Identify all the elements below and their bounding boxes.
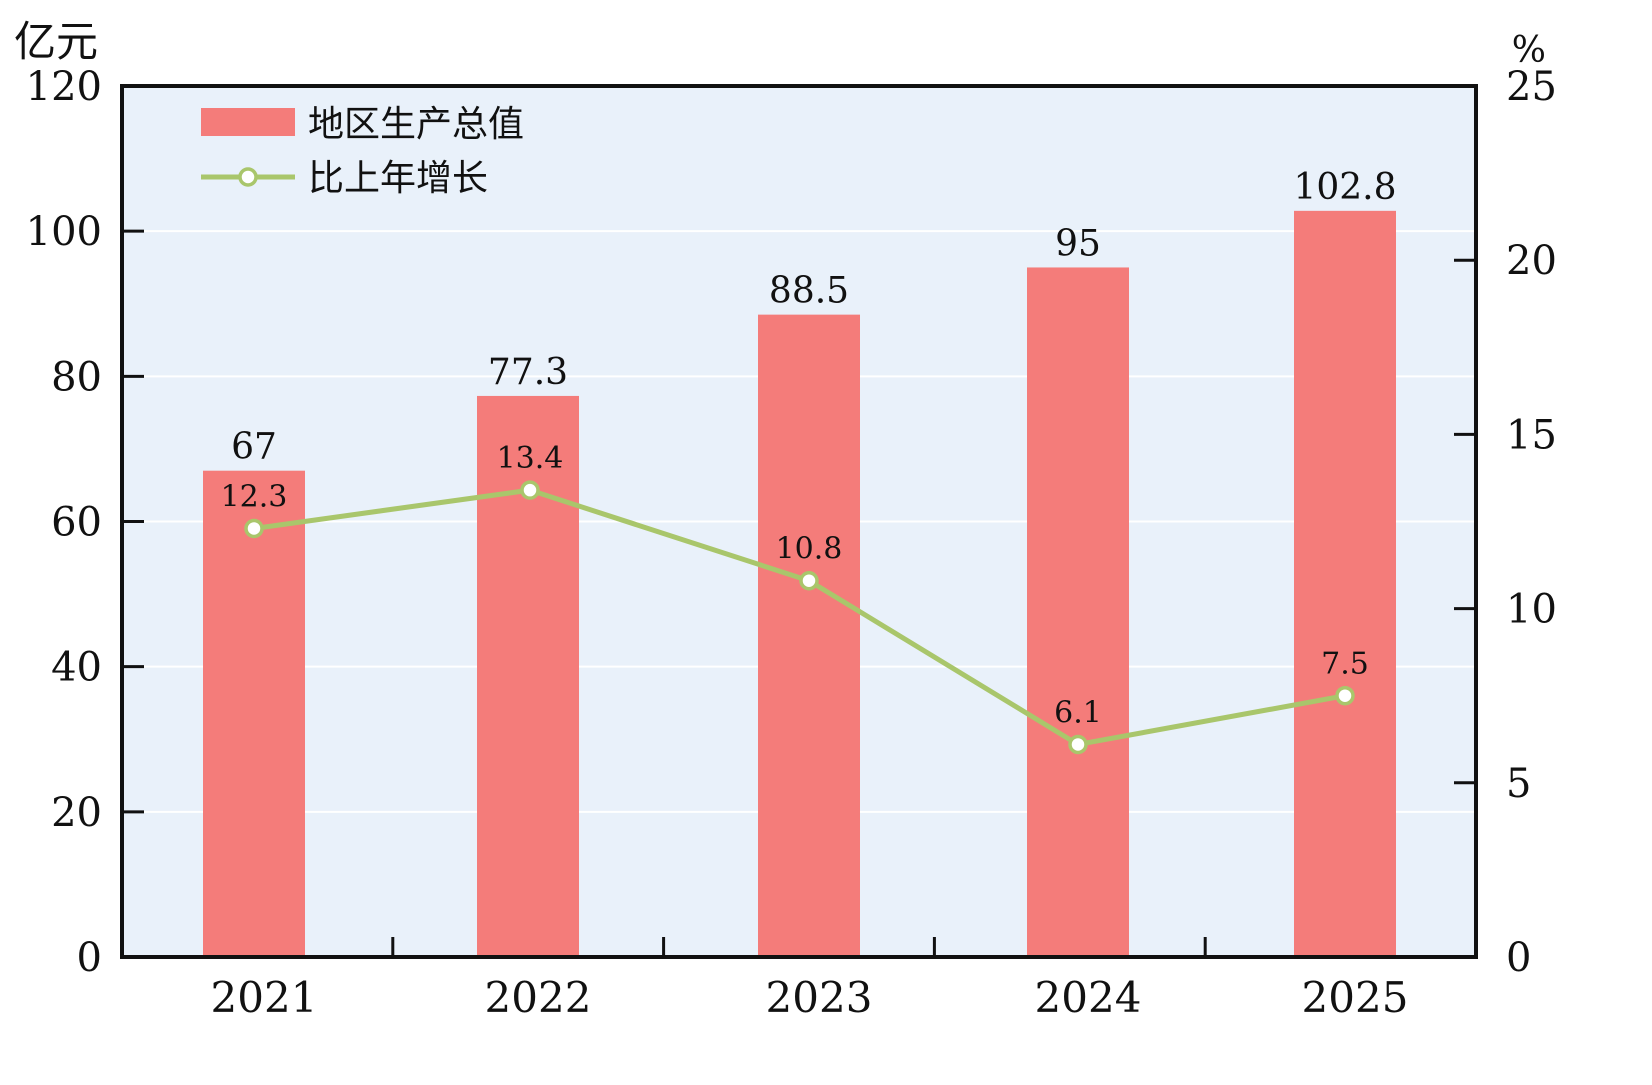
growth-value-label: 10.8 [776,532,843,567]
right-axis-unit: % [1512,30,1546,71]
line-layer [244,480,1355,755]
bar-value-label: 77.3 [488,352,568,393]
growth-point-2021 [244,518,264,539]
left-axis-tick-label: 100 [26,209,102,255]
left-axis-tick-label: 0 [77,935,102,981]
growth-value-label: 12.3 [221,479,288,514]
x-axis-tick-label: 2023 [766,973,873,1022]
bar-value-label: 95 [1055,223,1101,264]
right-axis-tick-label: 5 [1506,761,1531,807]
growth-value-label: 7.5 [1321,647,1369,682]
legend-bar-label: 地区生产总值 [308,104,524,145]
right-axis-tick-label: 0 [1506,935,1531,981]
x-axis-tick-label: 2022 [485,973,592,1022]
bar-2021 [203,470,305,957]
data-label-layer: 67 77.3 88.5 95 102.8 12.3 13.4 10.8 6.1 7.5 [221,167,1397,731]
x-axis-tick-label: 2024 [1035,973,1142,1022]
bar-value-label: 67 [231,427,277,468]
left-axis-tick-label: 80 [51,354,102,400]
x-axis-tick-label: 2021 [211,973,318,1022]
right-axis-tick-label: 20 [1506,238,1557,284]
growth-point-2024 [1068,734,1088,755]
right-axis-tick-label: 10 [1506,587,1557,633]
left-axis-unit: 亿元 [14,17,98,66]
bar-2022 [477,395,579,957]
right-axis-tick-label: 15 [1506,412,1557,458]
growth-point-2025 [1335,685,1355,706]
left-axis-tick-label: 60 [51,500,102,546]
bar-layer [203,210,1396,958]
growth-value-label: 13.4 [497,441,564,476]
x-axis-tick-label: 2025 [1302,973,1409,1022]
bar-value-label: 88.5 [769,271,849,312]
bar-2024 [1027,267,1129,957]
legend-line-marker [238,167,258,187]
bar-value-label: 102.8 [1293,167,1396,208]
growth-point-2023 [799,570,819,591]
left-axis-tick-label: 40 [51,645,102,691]
right-axis-tick-label: 25 [1506,64,1557,110]
legend-bar-swatch [201,108,295,136]
bar-2025 [1294,210,1396,958]
legend-line-label: 比上年增长 [308,158,488,199]
left-axis-tick-label: 120 [26,64,102,110]
growth-value-label: 6.1 [1054,695,1102,730]
growth-point-2022 [520,480,540,500]
bar-2023 [758,314,860,957]
left-axis-tick-label: 20 [51,790,102,836]
